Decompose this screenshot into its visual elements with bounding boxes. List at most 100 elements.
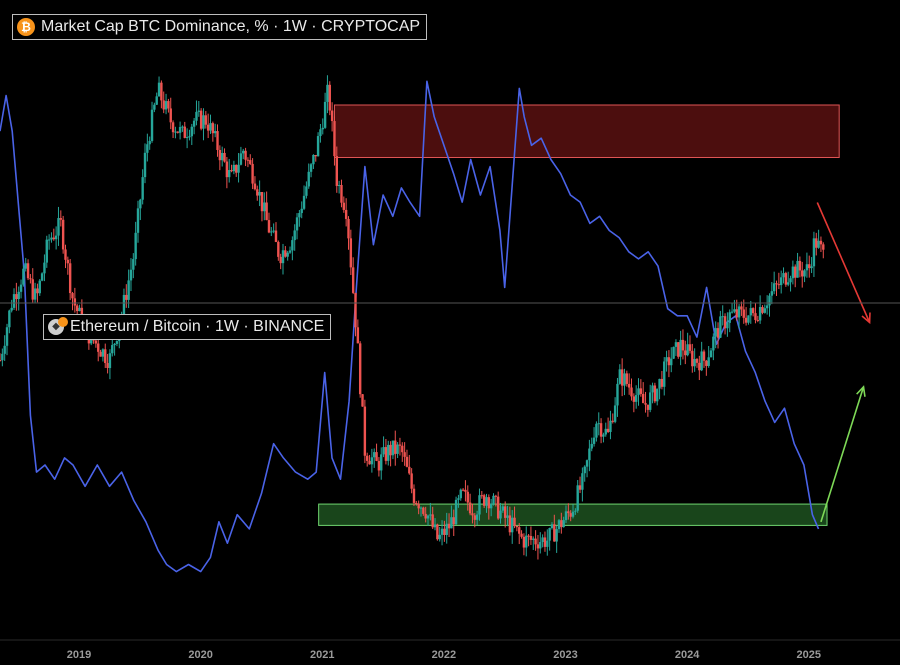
btc-candle-body-305 <box>712 336 715 351</box>
btc-candle-body-290 <box>677 342 680 357</box>
btc-candle-body-137 <box>319 129 322 137</box>
btc-candle-body-323 <box>754 313 757 320</box>
btc-candle-body-271 <box>632 396 636 402</box>
btc-candle-body-84 <box>195 111 198 121</box>
btc-candle-body-47 <box>108 353 112 369</box>
legend-eth-btc[interactable]: ◆ Ethereum / Bitcoin · 1W · BINANCE <box>43 314 332 340</box>
btc-candle-body-246 <box>574 510 577 512</box>
btc-candle-body-294 <box>686 344 689 356</box>
btc-candle-body-165 <box>384 447 388 461</box>
btc-candle-body-12 <box>26 263 30 279</box>
btc-candle-body-6 <box>12 294 16 308</box>
btc-candle-body-48 <box>111 345 114 354</box>
btc-candle-body-196 <box>457 498 460 500</box>
btc-candle-body-299 <box>698 362 701 371</box>
btc-candle-body-303 <box>707 357 710 366</box>
btc-candle-body-338 <box>789 278 792 283</box>
btc-candle-body-240 <box>560 520 563 528</box>
btc-candle-body-141 <box>328 84 331 111</box>
btc-candle-body-201 <box>468 502 472 514</box>
btc-candle-body-324 <box>756 319 759 321</box>
btc-candle-body-185 <box>431 514 434 528</box>
btc-candle-body-225 <box>525 535 528 548</box>
btc-candle-body-235 <box>548 528 551 541</box>
btc-candle-body-1 <box>1 353 4 361</box>
btc-candle-body-190 <box>443 528 446 535</box>
btc-candle-body-125 <box>291 240 294 251</box>
btc-candle-body-146 <box>340 185 343 203</box>
btc-candle-body-67 <box>155 96 158 105</box>
btc-candle-body-266 <box>620 369 624 386</box>
red-down-arrow-head <box>861 312 871 325</box>
btc-candle-body-101 <box>235 164 238 173</box>
btc-candle-body-274 <box>639 388 643 394</box>
btc-candle-body-147 <box>342 202 346 210</box>
btc-candle-body-273 <box>637 388 640 396</box>
btc-candle-body-339 <box>791 266 795 279</box>
btc-candle-body-170 <box>396 444 399 454</box>
eth-btc-series <box>0 80 820 573</box>
btc-candle-body-24 <box>54 235 58 240</box>
legend-eth-label: Ethereum / Bitcoin · 1W · BINANCE <box>70 318 325 335</box>
btc-candle-body-9 <box>19 284 23 292</box>
btc-candle-body-352 <box>822 244 825 250</box>
btc-candle-body-73 <box>169 108 172 123</box>
btc-candle-body-156 <box>363 406 367 456</box>
btc-candle-body-234 <box>546 540 549 547</box>
btc-candle-body-44 <box>101 349 105 357</box>
btc-candle-body-347 <box>810 266 813 269</box>
btc-candle-body-345 <box>805 264 809 271</box>
btc-candle-body-42 <box>97 343 100 352</box>
btc-candle-body-204 <box>475 514 479 520</box>
btc-candle-body-107 <box>249 160 252 164</box>
btc-candle-body-179 <box>417 503 420 509</box>
btc-candle-body-149 <box>347 218 350 239</box>
btc-candle-body-280 <box>653 385 657 402</box>
btc-candle-body-311 <box>726 322 729 329</box>
btc-candle-body-178 <box>415 502 418 504</box>
btc-candle-body-270 <box>630 387 633 397</box>
btc-candle-body-350 <box>817 240 820 248</box>
btc-candle-body-138 <box>321 127 324 130</box>
btc-candle-body-194 <box>452 517 455 525</box>
btc-candle-body-254 <box>592 437 596 444</box>
btc-candle-body-260 <box>606 428 610 432</box>
btc-candle-body-117 <box>272 230 275 232</box>
btc-candle-body-209 <box>487 497 491 509</box>
btc-candle-body-154 <box>358 343 362 395</box>
x-tick-label-2020: 2020 <box>188 649 212 661</box>
btc-candle-body-118 <box>274 230 278 242</box>
btc-candle-body-319 <box>744 317 748 323</box>
btc-candle-body-182 <box>424 513 427 519</box>
btc-candle-body-113 <box>263 202 266 212</box>
btc-candle-body-34 <box>78 307 81 312</box>
x-tick-label-2024: 2024 <box>675 649 700 661</box>
btc-candle-body-58 <box>134 232 137 260</box>
btc-candle-body-243 <box>567 511 570 514</box>
btc-candle-body-335 <box>782 273 785 278</box>
btc-candle-body-233 <box>543 537 547 547</box>
btc-candle-body-142 <box>330 110 334 122</box>
btc-candle-body-340 <box>794 266 797 278</box>
btc-candle-body-131 <box>305 186 308 196</box>
btc-candle-body-186 <box>433 524 437 528</box>
legend-btc-dominance[interactable]: ₿ Market Cap BTC Dominance, % · 1W · CRY… <box>12 14 428 40</box>
btc-candle-body-238 <box>555 529 558 542</box>
btc-candle-body-177 <box>412 488 416 503</box>
btc-candle-body-310 <box>723 316 727 329</box>
btc-candle-body-175 <box>408 466 411 474</box>
btc-candle-body-282 <box>658 378 661 389</box>
btc-candle-body-79 <box>183 126 186 138</box>
btc-candle-body-242 <box>564 511 568 521</box>
btc-candle-body-116 <box>270 231 273 233</box>
btc-candle-body-10 <box>22 268 25 285</box>
btc-candle-body-351 <box>819 240 823 245</box>
btc-candle-body-96 <box>223 152 226 162</box>
btc-candle-body-265 <box>618 369 622 384</box>
btc-candle-body-127 <box>295 217 299 231</box>
green-up-arrow <box>820 385 866 523</box>
btc-candle-body-168 <box>391 440 395 456</box>
btc-candle-body-202 <box>471 513 474 516</box>
btc-candle-body-172 <box>401 445 404 453</box>
btc-candle-body-288 <box>672 346 675 359</box>
